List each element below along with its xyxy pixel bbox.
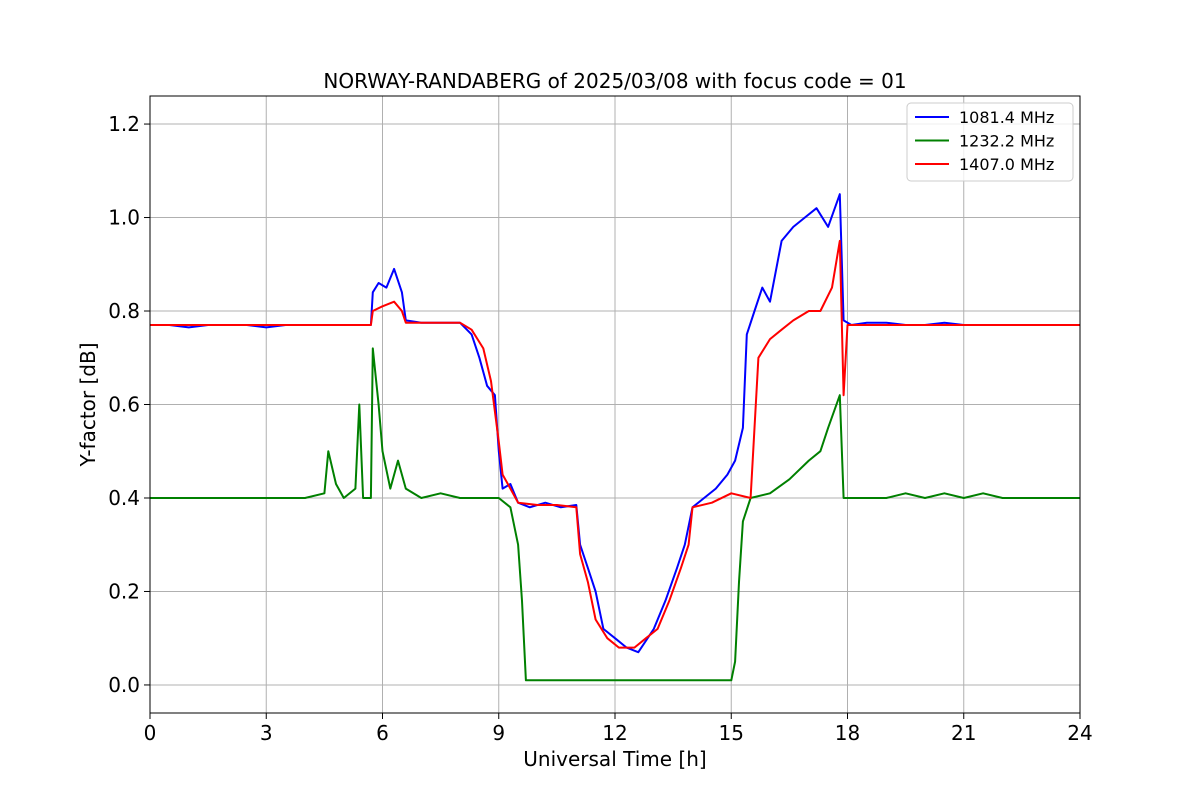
legend-label: 1407.0 MHz: [959, 155, 1054, 174]
x-tick-label: 3: [260, 721, 273, 745]
series-line-1: [150, 347, 1080, 682]
series-lines: [150, 193, 1080, 682]
axis-ticks: 0 3 6 9 12 15 18 21 24 0.0 0.2 0.4 0.6 0.8 1.0 1.2: [108, 112, 1093, 745]
x-tick-label: 12: [602, 721, 627, 745]
y-tick-label: 0.8: [108, 299, 140, 323]
x-tick-label: 21: [951, 721, 976, 745]
x-tick-label: 15: [719, 721, 744, 745]
y-tick-label: 0.0: [108, 673, 140, 697]
x-tick-label: 6: [376, 721, 389, 745]
y-tick-label: 1.2: [108, 112, 140, 136]
legend-label: 1081.4 MHz: [959, 108, 1054, 127]
y-tick-label: 1.0: [108, 206, 140, 230]
x-tick-label: 0: [144, 721, 157, 745]
y-axis-title: Y-factor [dB]: [76, 342, 100, 467]
x-tick-label: 24: [1067, 721, 1092, 745]
x-axis-title: Universal Time [h]: [523, 747, 706, 771]
x-tick-label: 9: [492, 721, 505, 745]
y-tick-label: 0.4: [108, 486, 140, 510]
series-line-2: [150, 239, 1080, 649]
y-tick-label: 0.2: [108, 579, 140, 603]
x-tick-label: 18: [835, 721, 860, 745]
legend-label: 1232.2 MHz: [959, 132, 1054, 151]
legend: 1081.4 MHz 1232.2 MHz 1407.0 MHz: [906, 102, 1074, 182]
legend-box: [906, 102, 1074, 182]
chart-title: NORWAY-RANDABERG of 2025/03/08 with focu…: [323, 69, 906, 93]
y-tick-label: 0.6: [108, 393, 140, 417]
